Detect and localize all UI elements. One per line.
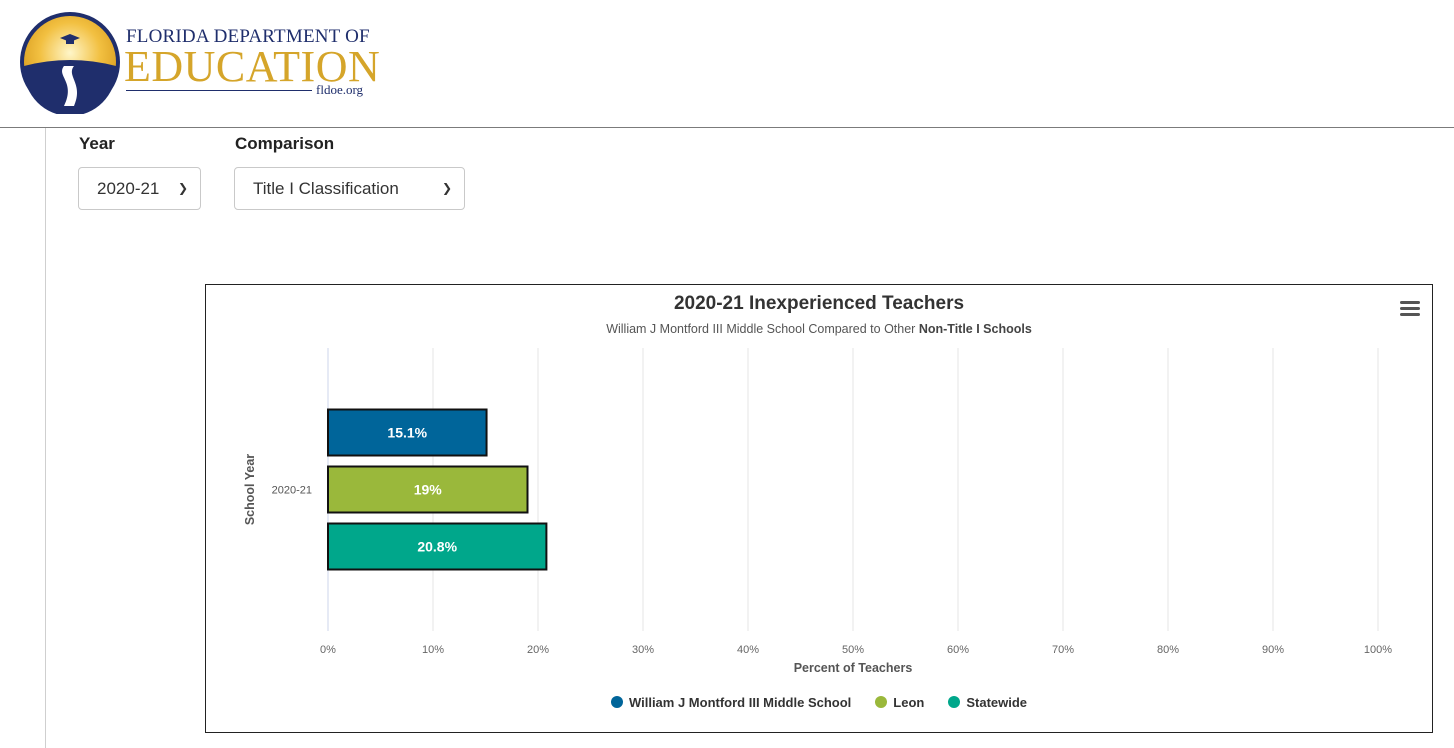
bar-data-label: 19% (414, 482, 443, 498)
x-tick-label: 90% (1262, 644, 1284, 656)
x-tick-label: 60% (947, 644, 969, 656)
logo-title-line: FLORIDA DEPARTMENT OF (126, 26, 370, 47)
chevron-down-icon: ❯ (177, 181, 188, 195)
chart-subtitle-text: William J Montford III Middle School Com… (606, 322, 916, 336)
chevron-down-icon: ❯ (441, 181, 452, 195)
x-tick-label: 80% (1157, 644, 1179, 656)
fldoe-logo[interactable]: FLORIDA DEPARTMENT OF EDUCATION fldoe.or… (18, 10, 381, 115)
y-tick-label: 2020-21 (272, 485, 312, 497)
x-tick-label: 20% (527, 644, 549, 656)
site-header: FLORIDA DEPARTMENT OF EDUCATION fldoe.or… (0, 0, 1454, 128)
year-select[interactable]: 2020-21 ❯ (78, 167, 201, 210)
x-tick-label: 40% (737, 644, 759, 656)
bar (327, 408, 488, 457)
chart-plot: 0% 10% 20% 30% 40% 50% 60% 70% 80% 90% 100% Percent… (243, 348, 1392, 675)
x-tick-label: 70% (1052, 644, 1074, 656)
legend-dot-icon (948, 696, 961, 708)
legend-dot-icon (875, 696, 888, 708)
bar (327, 522, 548, 571)
year-label: Year (79, 134, 115, 153)
legend-label: Statewide (966, 695, 1028, 710)
chart-container: 0% 10% 20% 30% 40% 50% 60% 70% 80% 90% 100% Percent… (205, 284, 1433, 733)
comparison-select-value: Title I Classification (253, 179, 399, 198)
x-axis-title: Percent of Teachers (794, 661, 913, 675)
x-tick-label: 50% (842, 644, 864, 656)
x-tick-label: 100% (1364, 644, 1392, 656)
logo-main-word: EDUCATION (124, 42, 381, 91)
legend-label: William J Montford III Middle School (628, 695, 852, 710)
comparison-label: Comparison (235, 134, 335, 153)
chart-subtitle: William J Montford III Middle School Com… (206, 322, 1432, 336)
content-left-border (45, 128, 46, 748)
year-select-value: 2020-21 (97, 179, 160, 198)
x-tick-label: 10% (422, 644, 444, 656)
chart-subtitle-bold: Non-Title I Schools (918, 322, 1032, 336)
bar (327, 465, 529, 514)
comparison-select[interactable]: Title I Classification ❯ (234, 167, 465, 210)
hamburger-menu-icon[interactable] (1400, 301, 1420, 317)
fldoe-seal-icon (20, 12, 120, 114)
chart-legend: William J Montford III Middle School Leon… (206, 695, 1432, 710)
x-tick-label: 30% (632, 644, 654, 656)
legend-dot-icon (610, 696, 623, 708)
x-tick-label: 0% (320, 644, 336, 656)
legend-item[interactable]: Statewide (948, 695, 1027, 710)
chart-title: 2020-21 Inexperienced Teachers (673, 293, 965, 314)
y-axis-title: School Year (243, 454, 257, 525)
legend-item[interactable]: Leon (875, 695, 924, 710)
logo-url: fldoe.org (316, 82, 364, 97)
legend-label: Leon (893, 695, 925, 710)
bar-data-label: 20.8% (417, 539, 457, 555)
logo-divider (126, 90, 312, 91)
bar-data-label: 15.1% (387, 425, 427, 441)
legend-item[interactable]: William J Montford III Middle School (610, 695, 852, 710)
